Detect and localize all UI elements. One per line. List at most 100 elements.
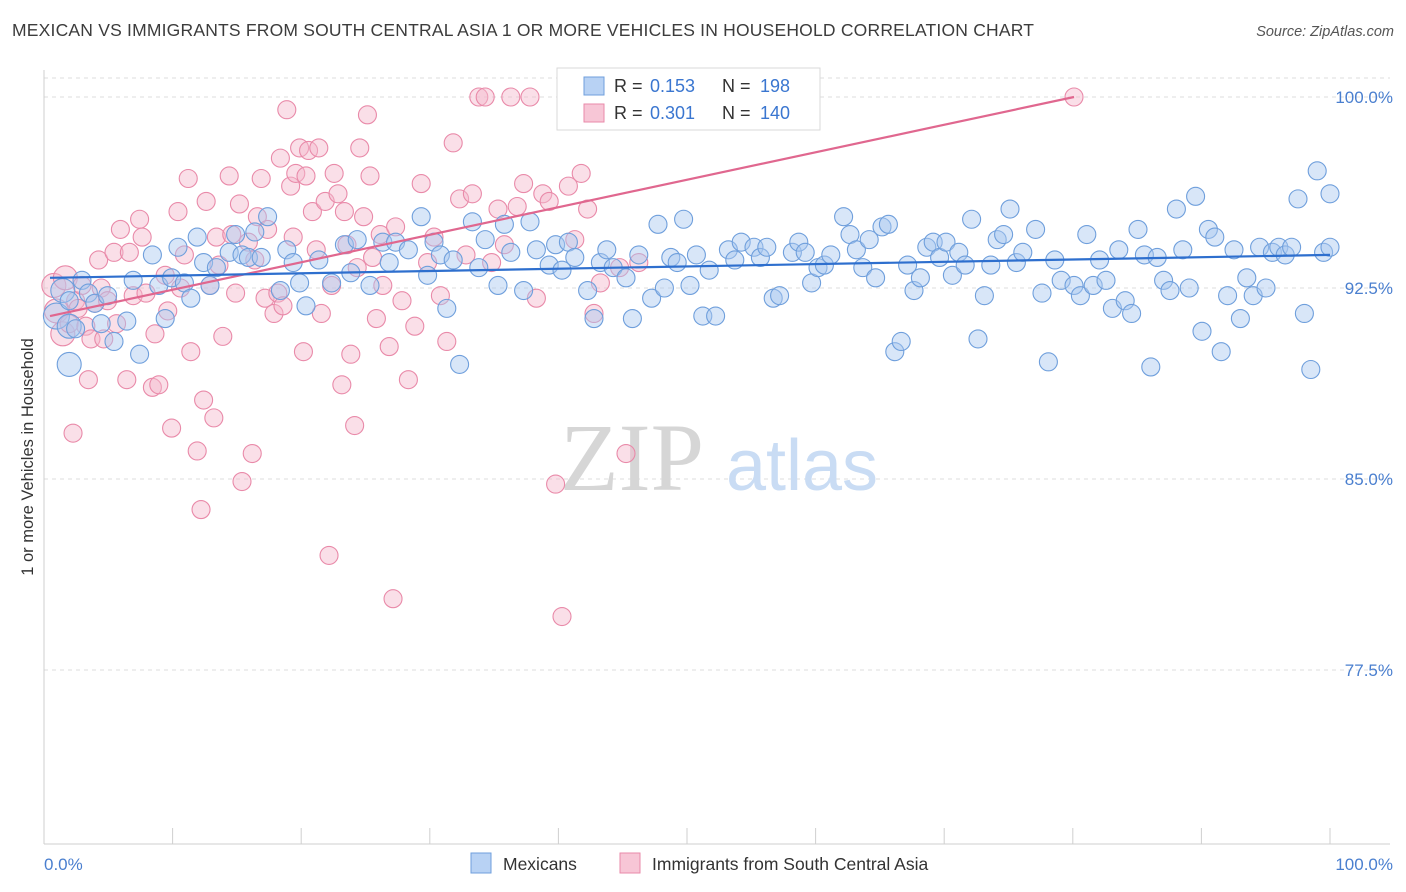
trend-lines [49, 95, 1331, 318]
data-point [1166, 199, 1186, 219]
data-point [1096, 270, 1116, 290]
data-point [398, 240, 418, 260]
data-point [981, 255, 1001, 275]
data-point [1301, 359, 1321, 380]
data-point [1122, 303, 1142, 324]
data-point [1128, 219, 1148, 239]
data-point [1237, 268, 1257, 288]
data-point [104, 331, 124, 352]
data-point [558, 176, 578, 196]
data-point [968, 329, 988, 349]
data-point [987, 230, 1007, 250]
data-point [334, 202, 354, 222]
data-point [350, 138, 370, 158]
data-point [251, 247, 271, 267]
data-point [142, 245, 162, 265]
y-axis-title: 1 or more Vehicles in Household [19, 338, 37, 576]
data-point [258, 207, 278, 227]
data-point [770, 286, 790, 306]
data-point [158, 301, 178, 321]
data-point [955, 255, 975, 275]
data-point [360, 275, 380, 296]
trend-line-immigrants [49, 95, 1075, 318]
data-point [363, 247, 383, 267]
data-point [398, 370, 418, 390]
data-point [119, 242, 139, 262]
data-point [145, 324, 165, 344]
data-point [251, 168, 271, 189]
data-point [462, 184, 482, 204]
data-point [89, 250, 109, 270]
data-point [191, 500, 211, 520]
data-point [469, 258, 489, 278]
data-point [1307, 161, 1327, 181]
data-point [488, 275, 508, 296]
data-point [1198, 219, 1218, 239]
data-point [78, 370, 98, 390]
data-point [731, 232, 751, 252]
data-point [450, 189, 470, 209]
data-point [319, 545, 339, 565]
data-point [347, 230, 367, 250]
data-point [629, 245, 649, 265]
data-point [686, 245, 706, 265]
data-point [514, 174, 534, 194]
source-label: Source: ZipAtlas.com [1256, 24, 1394, 40]
data-point [891, 331, 911, 352]
data-point [226, 283, 246, 303]
data-point [706, 306, 726, 326]
data-point [104, 242, 124, 262]
data-point [533, 184, 553, 204]
data-point [42, 302, 70, 330]
data-point [181, 288, 201, 308]
data-point [296, 166, 316, 186]
data-point [194, 390, 214, 410]
data-point [1224, 240, 1244, 260]
gridlines [44, 77, 1390, 671]
x-tick-label-max: 100.0% [1335, 855, 1393, 874]
data-point [898, 255, 918, 275]
data-point [357, 105, 377, 125]
y-tick-labels: 100.0% 92.5% 85.0% 77.5% [1335, 88, 1393, 680]
data-point [226, 224, 246, 245]
data-point [1192, 321, 1212, 341]
data-point [1141, 357, 1161, 377]
data-point [910, 268, 930, 288]
data-point [1218, 286, 1238, 306]
data-point [277, 100, 297, 120]
data-point [1179, 278, 1199, 298]
data-point [1320, 184, 1340, 204]
data-point [942, 265, 962, 285]
data-point [552, 260, 572, 280]
data-point [411, 174, 431, 194]
y-tick-label: 77.5% [1345, 661, 1393, 680]
legend-n-value-2: 140 [760, 103, 790, 123]
bottom-legend-swatch-immigrants [619, 852, 641, 874]
data-point [162, 268, 182, 288]
x-ticks [43, 828, 1331, 844]
data-point [994, 224, 1014, 245]
data-point [1282, 237, 1302, 257]
data-point [72, 270, 92, 290]
data-point [66, 319, 86, 339]
data-point [386, 217, 406, 237]
data-point [91, 314, 111, 334]
data-point [1032, 283, 1052, 303]
data-point [341, 344, 361, 364]
legend-swatch-mexicans [583, 76, 605, 96]
data-point [273, 296, 293, 316]
data-point [194, 252, 214, 273]
data-point [622, 309, 642, 329]
data-point [302, 202, 322, 222]
series-legend: Mexicans Immigrants from South Central A… [470, 852, 928, 874]
data-point [1000, 199, 1020, 219]
legend-r-label-1: R = [614, 76, 643, 96]
data-point [430, 286, 450, 306]
data-point [1070, 286, 1090, 306]
data-point [277, 240, 297, 260]
data-point [232, 471, 252, 492]
data-point [405, 316, 425, 336]
data-point [383, 589, 403, 609]
data-point [117, 370, 137, 390]
